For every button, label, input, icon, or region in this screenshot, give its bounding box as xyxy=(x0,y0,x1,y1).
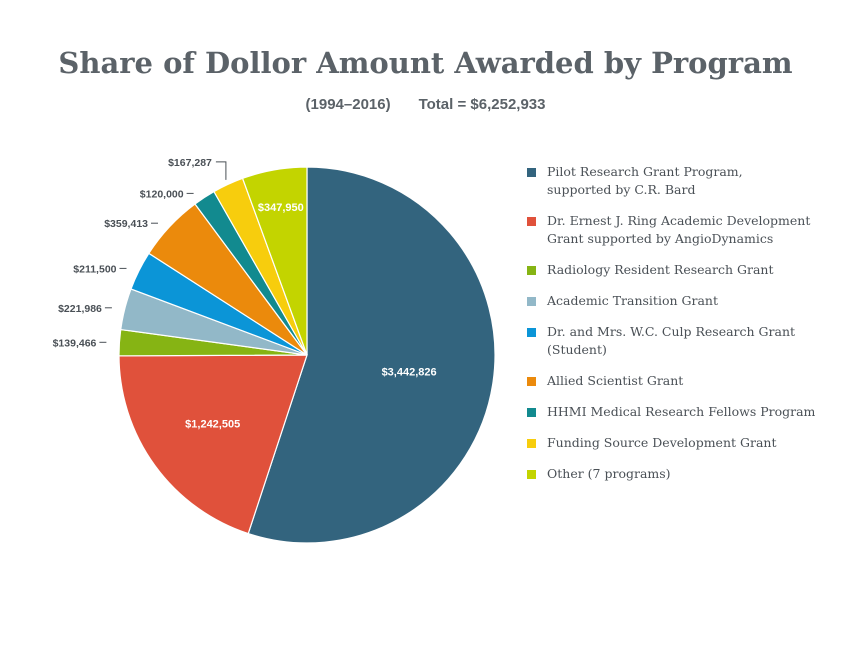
slice-value-label: $211,500 xyxy=(73,263,116,275)
legend-swatch xyxy=(527,408,536,417)
legend-item: Allied Scientist Grant xyxy=(527,372,847,390)
legend-label: Other (7 programs) xyxy=(547,466,671,481)
legend-label: Dr. Ernest J. Ring Academic Development xyxy=(547,213,811,228)
slice-value-label: $347,950 xyxy=(258,202,304,214)
legend: Pilot Research Grant Program, supported b… xyxy=(527,163,847,496)
legend-label: supported by C.R. Bard xyxy=(547,182,696,197)
slice-value-label: $3,442,826 xyxy=(382,366,437,378)
chart-title: Share of Dollor Amount Awarded by Progra… xyxy=(58,46,793,80)
legend-swatch xyxy=(527,470,536,479)
legend-label: Pilot Research Grant Program, xyxy=(547,164,743,179)
legend-swatch xyxy=(527,217,536,226)
legend-label: Allied Scientist Grant xyxy=(547,373,684,388)
legend-item: HHMI Medical Research Fellows Program xyxy=(527,403,847,421)
slice-value-label: $139,466 xyxy=(53,337,97,349)
legend-label: Academic Transition Grant xyxy=(547,293,718,308)
slice-value-label: $120,000 xyxy=(140,188,184,200)
legend-label: Dr. and Mrs. W.C. Culp Research Grant xyxy=(547,324,796,339)
legend-item: Academic Transition Grant xyxy=(527,292,847,310)
legend-label: Funding Source Development Grant xyxy=(547,435,777,450)
legend-item: Pilot Research Grant Program, supported b… xyxy=(527,163,847,199)
slice-value-label: $221,986 xyxy=(58,303,102,315)
label-leader-line xyxy=(215,161,227,180)
pie-slice xyxy=(241,166,308,356)
legend-item: Radiology Resident Research Grant xyxy=(527,261,847,279)
subtitle-total: Total = $6,252,933 xyxy=(418,96,546,113)
legend-item: Dr. and Mrs. W.C. Culp Research Grant (St… xyxy=(527,323,847,359)
legend-swatch xyxy=(527,439,536,448)
legend-label: Radiology Resident Research Grant xyxy=(547,262,774,277)
legend-swatch xyxy=(527,297,536,306)
legend-item: Dr. Ernest J. Ring Academic Development G… xyxy=(527,212,847,248)
pie-slice xyxy=(247,166,496,544)
legend-swatch xyxy=(527,377,536,386)
legend-label: Grant supported by AngioDynamics xyxy=(547,231,774,246)
pie-slice xyxy=(118,354,308,535)
slice-value-label: $359,413 xyxy=(104,218,148,230)
legend-label: HHMI Medical Research Fellows Program xyxy=(547,404,816,419)
legend-label: (Student) xyxy=(547,342,607,357)
slice-value-label: $167,287 xyxy=(168,157,212,169)
legend-item: Funding Source Development Grant xyxy=(527,434,847,452)
legend-swatch xyxy=(527,328,536,337)
legend-item: Other (7 programs) xyxy=(527,465,847,483)
legend-swatch xyxy=(527,266,536,275)
legend-swatch xyxy=(527,168,536,177)
chart-subtitle: (1994–2016) Total = $6,252,933 xyxy=(0,96,851,113)
slice-value-label: $1,242,505 xyxy=(185,419,240,431)
subtitle-years: (1994–2016) xyxy=(305,96,391,113)
